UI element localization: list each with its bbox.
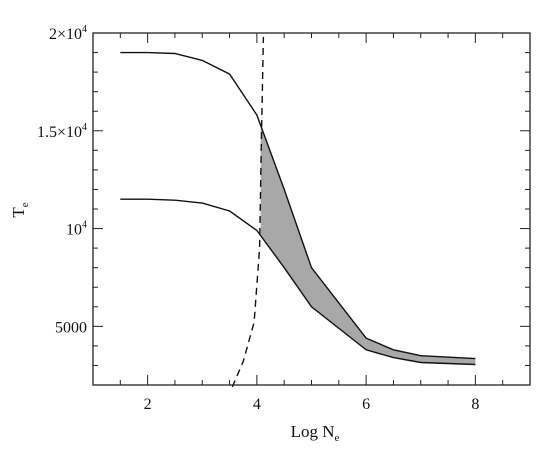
y-axis-title: Te [9, 202, 31, 217]
series-layer [120, 36, 476, 388]
plot-frame [92, 32, 531, 386]
x-tick-label: 8 [471, 396, 479, 413]
x-tick-label: 6 [362, 396, 370, 413]
shaded-region-layer [260, 126, 476, 365]
shaded-region [260, 126, 476, 365]
ticks-layer [92, 32, 531, 386]
y-tick-label: 104 [66, 220, 87, 239]
y-tick-label: 2×104 [49, 24, 87, 43]
x-axis-title: Log Ne [291, 422, 340, 444]
series-line-2 [120, 198, 476, 366]
series-line-1 [120, 51, 476, 360]
x-axis-title-sub: e [335, 432, 340, 444]
y-tick-label: 5000 [55, 319, 87, 336]
x-tick-label: 2 [144, 396, 152, 413]
y-axis-title-sub: e [19, 202, 31, 207]
y-tick-label: 1.5×104 [37, 122, 87, 141]
x-tick-label: 4 [253, 396, 261, 413]
tick-labels-layer: 2 4 6 8 5000 104 1.5×104 2×104 [37, 24, 479, 413]
y-axis-title-main: T [9, 207, 28, 218]
x-axis-title-main: Log N [291, 422, 335, 441]
series-line-3 [231, 36, 265, 388]
